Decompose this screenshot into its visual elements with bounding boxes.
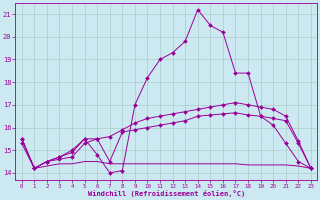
X-axis label: Windchill (Refroidissement éolien,°C): Windchill (Refroidissement éolien,°C) [88, 190, 245, 197]
